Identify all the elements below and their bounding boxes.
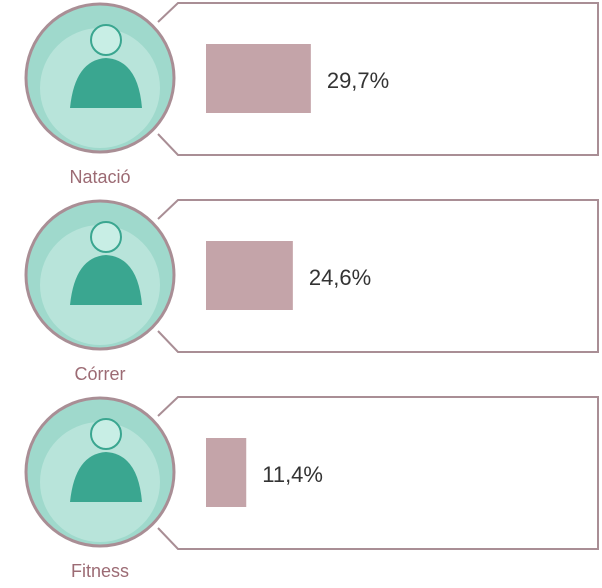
icon-head	[91, 222, 121, 252]
chart: 29,7% Natació 24,6% Córrer 11,4% Fitness	[0, 0, 602, 583]
value-label: 29,7%	[327, 68, 389, 93]
bar	[206, 241, 293, 310]
value-label: 11,4%	[262, 462, 323, 487]
category-label: Fitness	[71, 561, 129, 581]
bar	[206, 44, 311, 113]
category-label: Córrer	[74, 364, 125, 384]
value-label: 24,6%	[309, 265, 371, 290]
page: 29,7%Natació24,6%Córrer11,4%Fitness (() …	[0, 0, 602, 583]
category-label: Natació	[69, 167, 130, 187]
icon-head	[91, 25, 121, 55]
bar	[206, 438, 246, 507]
icon-head	[91, 419, 121, 449]
